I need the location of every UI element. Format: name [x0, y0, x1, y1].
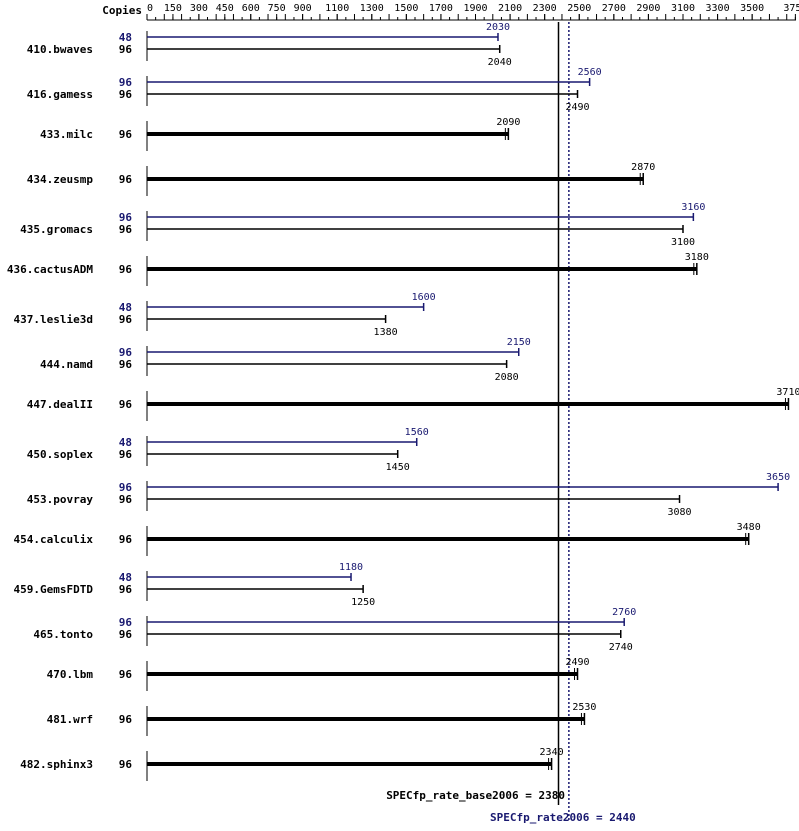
base-value-label: 2740 — [609, 642, 633, 653]
benchmark-label: 437.leslie3d — [14, 313, 93, 326]
benchmark-label: 470.lbm — [47, 668, 94, 681]
base-copies-label: 96 — [119, 88, 133, 101]
base-copies-label: 96 — [119, 263, 133, 276]
base-value-label: 3480 — [737, 522, 761, 533]
base-copies-label: 96 — [119, 173, 133, 186]
base-reference-label: SPECfp_rate_base2006 = 2380 — [386, 789, 565, 802]
x-tick-label: 1500 — [394, 3, 418, 14]
x-tick-label: 2900 — [636, 3, 660, 14]
base-copies-label: 96 — [119, 713, 133, 726]
base-value-label: 2870 — [631, 162, 655, 173]
base-copies-label: 96 — [119, 313, 133, 326]
base-copies-label: 96 — [119, 628, 133, 641]
benchmark-label: 453.povray — [27, 493, 94, 506]
benchmark-label: 444.namd — [40, 358, 93, 371]
peak-copies-label: 48 — [119, 301, 132, 314]
base-copies-label: 96 — [119, 758, 133, 771]
x-tick-label: 450 — [216, 3, 234, 14]
base-copies-label: 96 — [119, 223, 133, 236]
x-tick-label: 2100 — [498, 3, 522, 14]
x-tick-label: 3500 — [740, 3, 764, 14]
base-value-label: 1380 — [374, 327, 398, 338]
peak-copies-label: 96 — [119, 346, 133, 359]
benchmark-label: 434.zeusmp — [27, 173, 94, 186]
peak-copies-label: 48 — [119, 31, 132, 44]
x-tick-label: 3300 — [706, 3, 730, 14]
peak-value-label: 2030 — [486, 22, 510, 33]
peak-copies-label: 96 — [119, 76, 133, 89]
benchmark-label: 459.GemsFDTD — [14, 583, 94, 596]
x-tick-label: 150 — [164, 3, 182, 14]
axis-label: Copies — [102, 4, 142, 17]
x-tick-label: 2500 — [567, 3, 591, 14]
base-value-label: 2090 — [496, 117, 520, 128]
base-copies-label: 96 — [119, 493, 133, 506]
base-value-label: 2040 — [488, 57, 512, 68]
x-tick-label: 1300 — [360, 3, 384, 14]
benchmark-label: 454.calculix — [14, 533, 94, 546]
x-tick-label: 1900 — [463, 3, 487, 14]
x-tick-label: 2300 — [533, 3, 557, 14]
benchmark-label: 433.milc — [40, 128, 93, 141]
base-value-label: 3710 — [776, 387, 799, 398]
peak-value-label: 1180 — [339, 562, 363, 573]
x-tick-label: 300 — [190, 3, 208, 14]
base-copies-label: 96 — [119, 668, 133, 681]
x-tick-label: 1700 — [429, 3, 453, 14]
benchmark-label: 416.gamess — [27, 88, 93, 101]
base-copies-label: 96 — [119, 583, 133, 596]
base-value-label: 2530 — [572, 702, 596, 713]
x-tick-label: 3100 — [671, 3, 695, 14]
benchmark-label: 436.cactusADM — [7, 263, 93, 276]
base-copies-label: 96 — [119, 128, 133, 141]
base-value-label: 2490 — [565, 102, 589, 113]
base-value-label: 1250 — [351, 597, 375, 608]
benchmark-label: 435.gromacs — [20, 223, 93, 236]
peak-value-label: 2560 — [578, 67, 602, 78]
benchmark-label: 447.dealII — [27, 398, 93, 411]
base-copies-label: 96 — [119, 398, 133, 411]
peak-value-label: 1600 — [412, 292, 436, 303]
x-tick-label: 1100 — [325, 3, 349, 14]
base-value-label: 2340 — [540, 747, 564, 758]
peak-value-label: 3160 — [681, 202, 705, 213]
peak-value-label: 1560 — [405, 427, 429, 438]
peak-value-label: 2150 — [507, 337, 531, 348]
peak-copies-label: 96 — [119, 616, 133, 629]
peak-copies-label: 48 — [119, 436, 132, 449]
x-tick-label: 3750 — [783, 3, 799, 14]
x-tick-label: 600 — [242, 3, 260, 14]
base-value-label: 3180 — [685, 252, 709, 263]
x-tick-label: 900 — [294, 3, 312, 14]
base-value-label: 1450 — [386, 462, 410, 473]
base-value-label: 3080 — [667, 507, 691, 518]
peak-copies-label: 48 — [119, 571, 132, 584]
base-copies-label: 96 — [119, 358, 133, 371]
x-tick-label: 0 — [147, 3, 153, 14]
x-tick-label: 2700 — [602, 3, 626, 14]
x-tick-label: 750 — [268, 3, 286, 14]
benchmark-label: 482.sphinx3 — [20, 758, 93, 771]
base-copies-label: 96 — [119, 43, 133, 56]
peak-copies-label: 96 — [119, 211, 133, 224]
base-value-label: 3100 — [671, 237, 695, 248]
peak-value-label: 3650 — [766, 472, 790, 483]
base-value-label: 2080 — [495, 372, 519, 383]
benchmark-label: 450.soplex — [27, 448, 94, 461]
benchmark-label: 410.bwaves — [27, 43, 93, 56]
benchmark-label: 465.tonto — [33, 628, 93, 641]
base-copies-label: 96 — [119, 448, 133, 461]
base-copies-label: 96 — [119, 533, 133, 546]
peak-value-label: 2760 — [612, 607, 636, 618]
peak-reference-label: SPECfp_rate2006 = 2440 — [490, 811, 636, 824]
peak-copies-label: 96 — [119, 481, 133, 494]
benchmark-label: 481.wrf — [47, 713, 93, 726]
base-value-label: 2490 — [565, 657, 589, 668]
